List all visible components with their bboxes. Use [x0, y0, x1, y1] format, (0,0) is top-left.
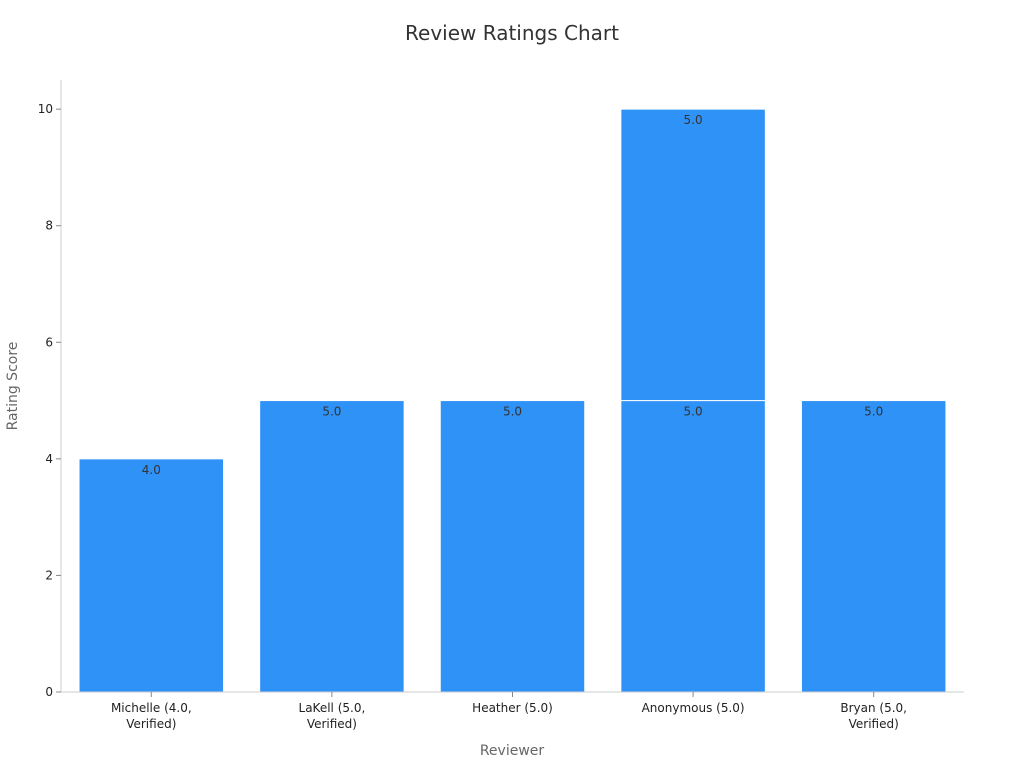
bar-segment — [620, 400, 766, 693]
y-tick-label: 8 — [45, 219, 53, 233]
axes-group: 0 2 4 6 8 10 Michelle (4.0, Verified) LaKell (5.… — [38, 80, 964, 731]
bar-segment — [800, 400, 947, 693]
bar-segment — [259, 400, 405, 693]
x-axis-label: Reviewer — [480, 743, 545, 759]
x-tick-label: Anonymous (5.0) — [642, 701, 745, 715]
bar-value-label: 5.0 — [864, 405, 883, 419]
bar-value-label: 5.0 — [503, 405, 522, 419]
bar-segment — [620, 108, 766, 402]
bar-value-label: 4.0 — [142, 463, 161, 477]
y-tick-label: 10 — [38, 102, 53, 116]
x-tick-label: Heather (5.0) — [472, 701, 553, 715]
y-tick-label: 2 — [45, 568, 53, 582]
bar-segment — [439, 400, 586, 693]
bar-segment — [78, 458, 225, 693]
chart-title: Review Ratings Chart — [405, 21, 619, 45]
x-tick-label: LaKell (5.0, Verified) — [299, 701, 366, 731]
y-tick-label: 0 — [45, 685, 53, 699]
bar-value-label: 5.0 — [684, 405, 703, 419]
x-tick-label: Michelle (4.0, Verified) — [111, 701, 192, 731]
y-tick-label: 6 — [45, 335, 53, 349]
x-tick-label: Bryan (5.0, Verified) — [840, 701, 907, 731]
bar-value-label: 5.0 — [322, 405, 341, 419]
bars-group: 4.0 5.0 5.0 5.0 5.0 5.0 — [78, 108, 947, 693]
bar-value-label: 5.0 — [684, 113, 703, 127]
y-tick-label: 4 — [45, 452, 53, 466]
y-axis-label: Rating Score — [5, 342, 21, 431]
